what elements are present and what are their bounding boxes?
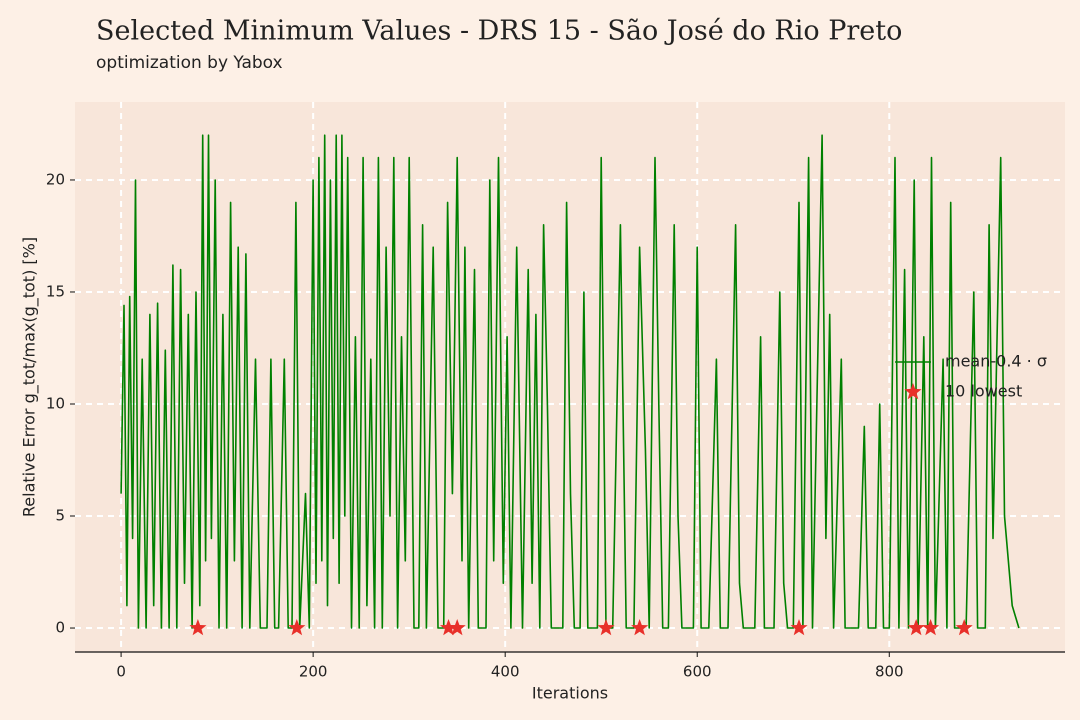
legend-label: 10 lowest: [945, 382, 1022, 401]
star-marker: [597, 619, 615, 636]
x-axis-label: Iterations: [532, 684, 608, 703]
x-tick-label: 400: [491, 663, 520, 681]
line-series: [120, 134, 1020, 629]
x-tick-label: 0: [116, 663, 126, 681]
x-tick-label: 800: [875, 663, 904, 681]
star-marker: [448, 619, 466, 636]
star-marker: [189, 619, 207, 636]
x-tick-label: 200: [299, 663, 328, 681]
star-marker: [631, 619, 649, 636]
y-tick-label: 0: [55, 619, 65, 637]
y-tick-label: 10: [46, 394, 65, 412]
x-tick-label: 600: [683, 663, 712, 681]
star-marker: [790, 619, 808, 636]
y-tick-label: 5: [55, 507, 65, 525]
star-marker: [955, 619, 973, 636]
y-tick-label: 20: [46, 170, 65, 188]
star-marker: [922, 619, 940, 636]
star-marker: [440, 619, 458, 636]
legend-label: mean-0.4 · σ: [945, 352, 1047, 371]
star-marker: [288, 619, 306, 636]
y-tick-label: 15: [46, 282, 65, 300]
y-axis-label: Relative Error g_tot/max(g_tot) [%]: [20, 237, 40, 517]
chart-subtitle: optimization by Yabox: [96, 53, 283, 73]
legend-marker: [904, 383, 922, 400]
chart-title: Selected Minimum Values - DRS 15 - São J…: [96, 16, 902, 47]
star-marker: [907, 619, 925, 636]
